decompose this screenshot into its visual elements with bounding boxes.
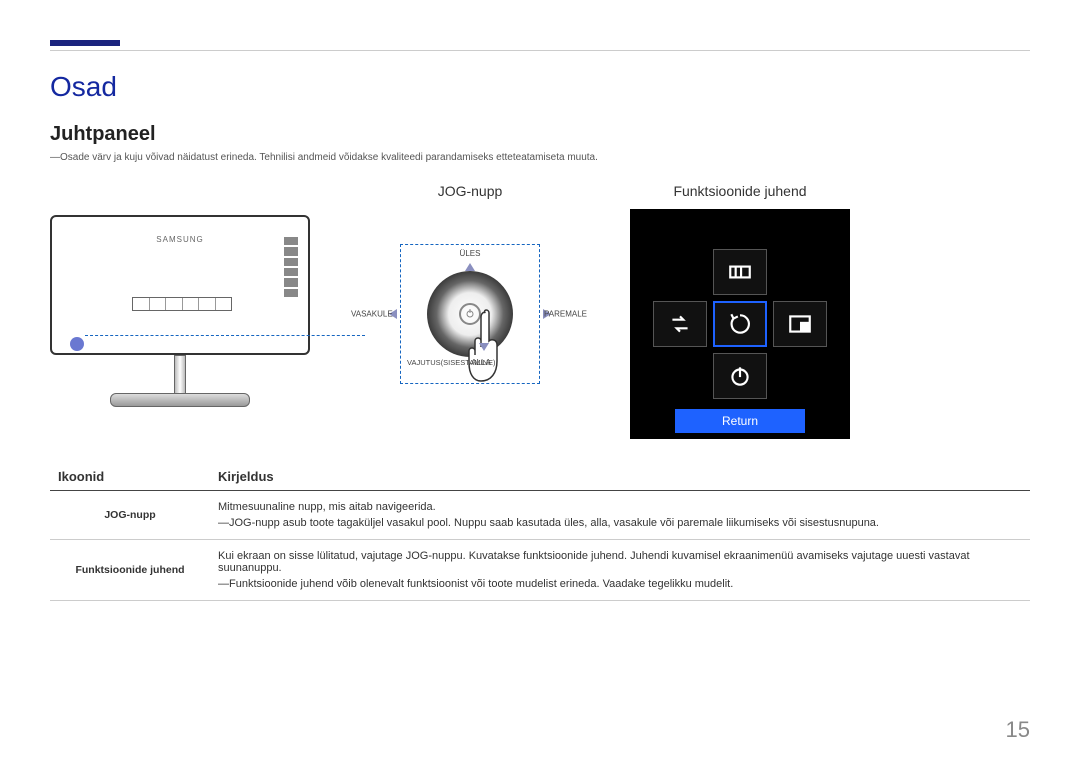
section-title: Osad: [50, 71, 1030, 103]
jog-location-dot: [70, 337, 84, 351]
spec-table: Ikoonid Kirjeldus JOG-nupp Mitmesuunalin…: [50, 463, 1030, 601]
side-vents: [284, 237, 298, 297]
jog-diagram-col: JOG-nupp ÜLES A: [340, 183, 600, 419]
guide-btn-power-icon: [713, 353, 767, 399]
arrow-up-icon: [465, 263, 475, 271]
manual-page: Osad Juhtpaneel ―Osade värv ja kuju võiv…: [0, 0, 1080, 631]
stand-base: [110, 393, 250, 407]
guide-label: Funktsioonide juhend: [673, 183, 806, 199]
jog-box: ÜLES ALLA VASAKULE PAREMALE VAJUTUS(SISE…: [400, 244, 540, 384]
monitor-frame: SAMSUNG: [50, 215, 310, 355]
stand-neck: [174, 355, 186, 395]
row1-desc-2: ―JOG-nupp asub toote tagaküljel vasakul …: [218, 517, 1022, 529]
header-divider: [50, 50, 1030, 51]
guide-btn-loop-icon: [653, 301, 707, 347]
diagram-row: SAMSUNG JOG-nupp: [50, 183, 1030, 439]
note-text: ―Osade värv ja kuju võivad näidatust eri…: [50, 152, 1030, 163]
dir-left-label: VASAKULE: [351, 310, 393, 319]
jog-circle: [427, 271, 513, 357]
row2-desc-1: Kui ekraan on sisse lülitatud, vajutage …: [218, 550, 1022, 574]
guide-box: Return: [630, 209, 850, 439]
row2-label: Funktsioonide juhend: [50, 540, 210, 601]
row2-desc: Kui ekraan on sisse lülitatud, vajutage …: [210, 540, 1030, 601]
monitor-diagram-col: SAMSUNG: [50, 183, 310, 417]
guide-btn-return-icon: [713, 301, 767, 347]
row2-desc-2: ―Funktsioonide juhend võib olenevalt fun…: [218, 578, 1022, 590]
th-icons: Ikoonid: [50, 463, 210, 491]
brand-logo: SAMSUNG: [156, 235, 203, 244]
dir-up-label: ÜLES: [460, 249, 481, 258]
monitor-back-diagram: SAMSUNG: [50, 207, 310, 417]
guide-btn-pip-icon: [773, 301, 827, 347]
table-row: JOG-nupp Mitmesuunaline nupp, mis aitab …: [50, 491, 1030, 540]
th-desc: Kirjeldus: [210, 463, 1030, 491]
callout-line: [85, 335, 365, 336]
subsection-title: Juhtpaneel: [50, 123, 1030, 146]
jog-label: JOG-nupp: [438, 183, 503, 199]
table-row: Funktsioonide juhend Kui ekraan on sisse…: [50, 540, 1030, 601]
guide-btn-source-icon: [713, 249, 767, 295]
ports-panel: [132, 297, 232, 311]
header-accent-bar: [50, 40, 120, 46]
dir-press-label: VAJUTUS(SISESTAMINE): [407, 358, 495, 367]
guide-diagram-col: Funktsioonide juhend: [630, 183, 850, 439]
dir-right-label: PAREMALE: [544, 310, 587, 319]
row1-label: JOG-nupp: [50, 491, 210, 540]
arrow-down-icon: [479, 343, 489, 351]
return-bar: Return: [675, 409, 805, 433]
row1-desc: Mitmesuunaline nupp, mis aitab navigeeri…: [210, 491, 1030, 540]
row1-desc-1: Mitmesuunaline nupp, mis aitab navigeeri…: [218, 501, 1022, 513]
page-number: 15: [1006, 717, 1030, 743]
jog-wrap: ÜLES ALLA VASAKULE PAREMALE VAJUTUS(SISE…: [340, 209, 600, 419]
